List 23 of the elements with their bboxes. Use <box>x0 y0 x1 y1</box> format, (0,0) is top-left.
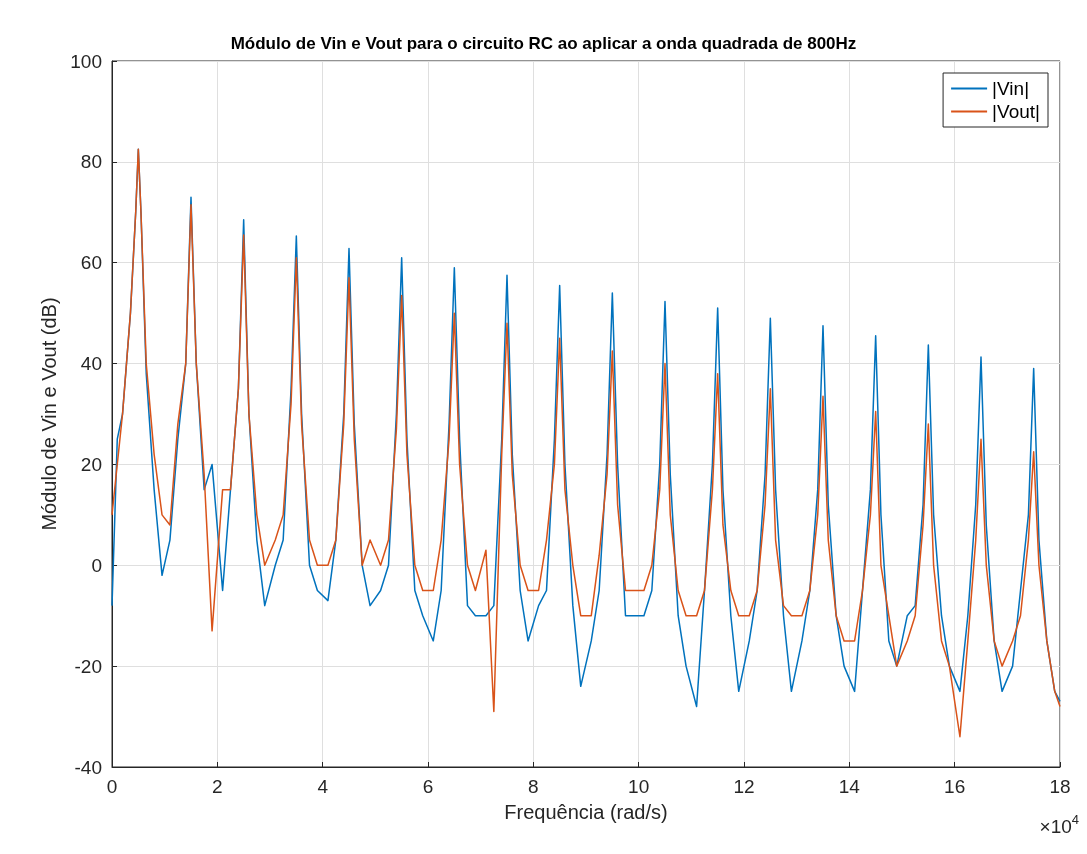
y-axis-title: Módulo de Vin e Vout (dB) <box>38 297 61 531</box>
x-tick-label: 14 <box>838 776 861 797</box>
x-tick-label: 18 <box>1049 776 1071 797</box>
y-tick-label: -40 <box>74 756 102 778</box>
y-tick-label: -20 <box>74 655 102 677</box>
x-tick-label: 16 <box>944 776 966 797</box>
y-tick-label: 20 <box>80 453 102 475</box>
legend-label: |Vin| <box>992 78 1030 99</box>
x-tick-label: 8 <box>528 776 539 797</box>
chart-title: Módulo de Vin e Vout para o circuito RC ao aplicar a onda quadrada de 800Hz <box>230 34 857 53</box>
y-tick-label: 60 <box>80 252 102 274</box>
legend-label: |Vout| <box>992 101 1041 122</box>
y-tick-label: 100 <box>70 50 102 72</box>
x-tick-label: 10 <box>628 776 650 797</box>
y-tick-label: 0 <box>91 554 102 576</box>
x-tick-label: 6 <box>422 776 434 797</box>
y-tick-label: 80 <box>80 151 102 173</box>
x-tick-label: 12 <box>733 776 755 797</box>
x-tick-label: 0 <box>106 776 118 797</box>
x-tick-label: 2 <box>212 776 223 797</box>
x-tick-label: 4 <box>317 776 329 797</box>
x-axis-title: Frequência (rad/s) <box>504 801 668 823</box>
y-tick-label: 40 <box>80 353 102 375</box>
